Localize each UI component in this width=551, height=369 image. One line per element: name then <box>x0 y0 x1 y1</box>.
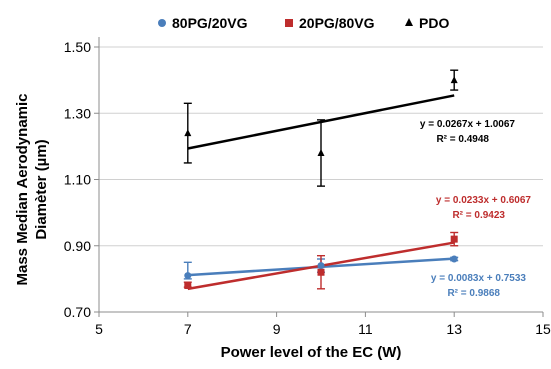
data-point <box>184 129 192 137</box>
label-layer: 0.70 0.90 1.10 1.30 1.50 5 7 9 11 13 15 Power level… <box>14 39 551 361</box>
legend-marker <box>285 19 293 27</box>
y-tick-label: 1.50 <box>64 39 91 55</box>
grid-layer <box>99 46 543 247</box>
y-tick-label: 1.30 <box>64 105 91 121</box>
y-axis-title-line: Mass Median Aerodynamic <box>14 93 31 285</box>
trendline-equation: y = 0.0233x + 0.6067 <box>436 195 532 206</box>
data-point <box>184 282 192 289</box>
y-tick-label: 0.70 <box>64 304 91 320</box>
x-tick-label: 9 <box>273 321 281 337</box>
legend: 80PG/20VG 20PG/80VG PDO <box>158 15 449 31</box>
y-tick-label: 1.10 <box>64 172 91 188</box>
trendline-equation: y = 0.0267x + 1.0067 <box>420 119 516 130</box>
data-point <box>450 235 458 243</box>
data-point <box>184 272 192 280</box>
x-tick-label: 7 <box>184 321 192 337</box>
y-tick-label: 0.90 <box>64 238 91 254</box>
legend-label: PDO <box>419 15 449 31</box>
axis-layer <box>94 37 544 317</box>
data-point <box>450 76 458 84</box>
x-axis-title: Power level of the EC (W) <box>221 344 402 361</box>
x-tick-label: 5 <box>95 321 103 337</box>
x-tick-label: 13 <box>446 321 462 337</box>
point-layer <box>184 76 458 289</box>
trendline-r-squared: R² = 0.9868 <box>447 288 500 299</box>
x-tick-label: 11 <box>358 321 373 337</box>
data-point <box>317 262 325 270</box>
legend-label: 80PG/20VG <box>172 15 248 31</box>
data-point <box>450 255 458 263</box>
data-point <box>317 149 325 156</box>
trendline-r-squared: R² = 0.9423 <box>452 210 505 221</box>
trendline-equation: y = 0.0083x + 0.7533 <box>431 273 527 284</box>
y-axis-title-line: Diamèter (µm) <box>33 139 50 239</box>
x-tick-label: 15 <box>535 321 551 337</box>
legend-label: 20PG/80VG <box>299 15 375 31</box>
legend-marker <box>158 19 166 27</box>
legend-marker <box>405 18 413 26</box>
y-axis-title: Mass Median Aerodynamic Diamèter (µm) <box>14 93 50 285</box>
trendline-r-squared: R² = 0.4948 <box>436 134 489 145</box>
data-point <box>317 268 325 276</box>
